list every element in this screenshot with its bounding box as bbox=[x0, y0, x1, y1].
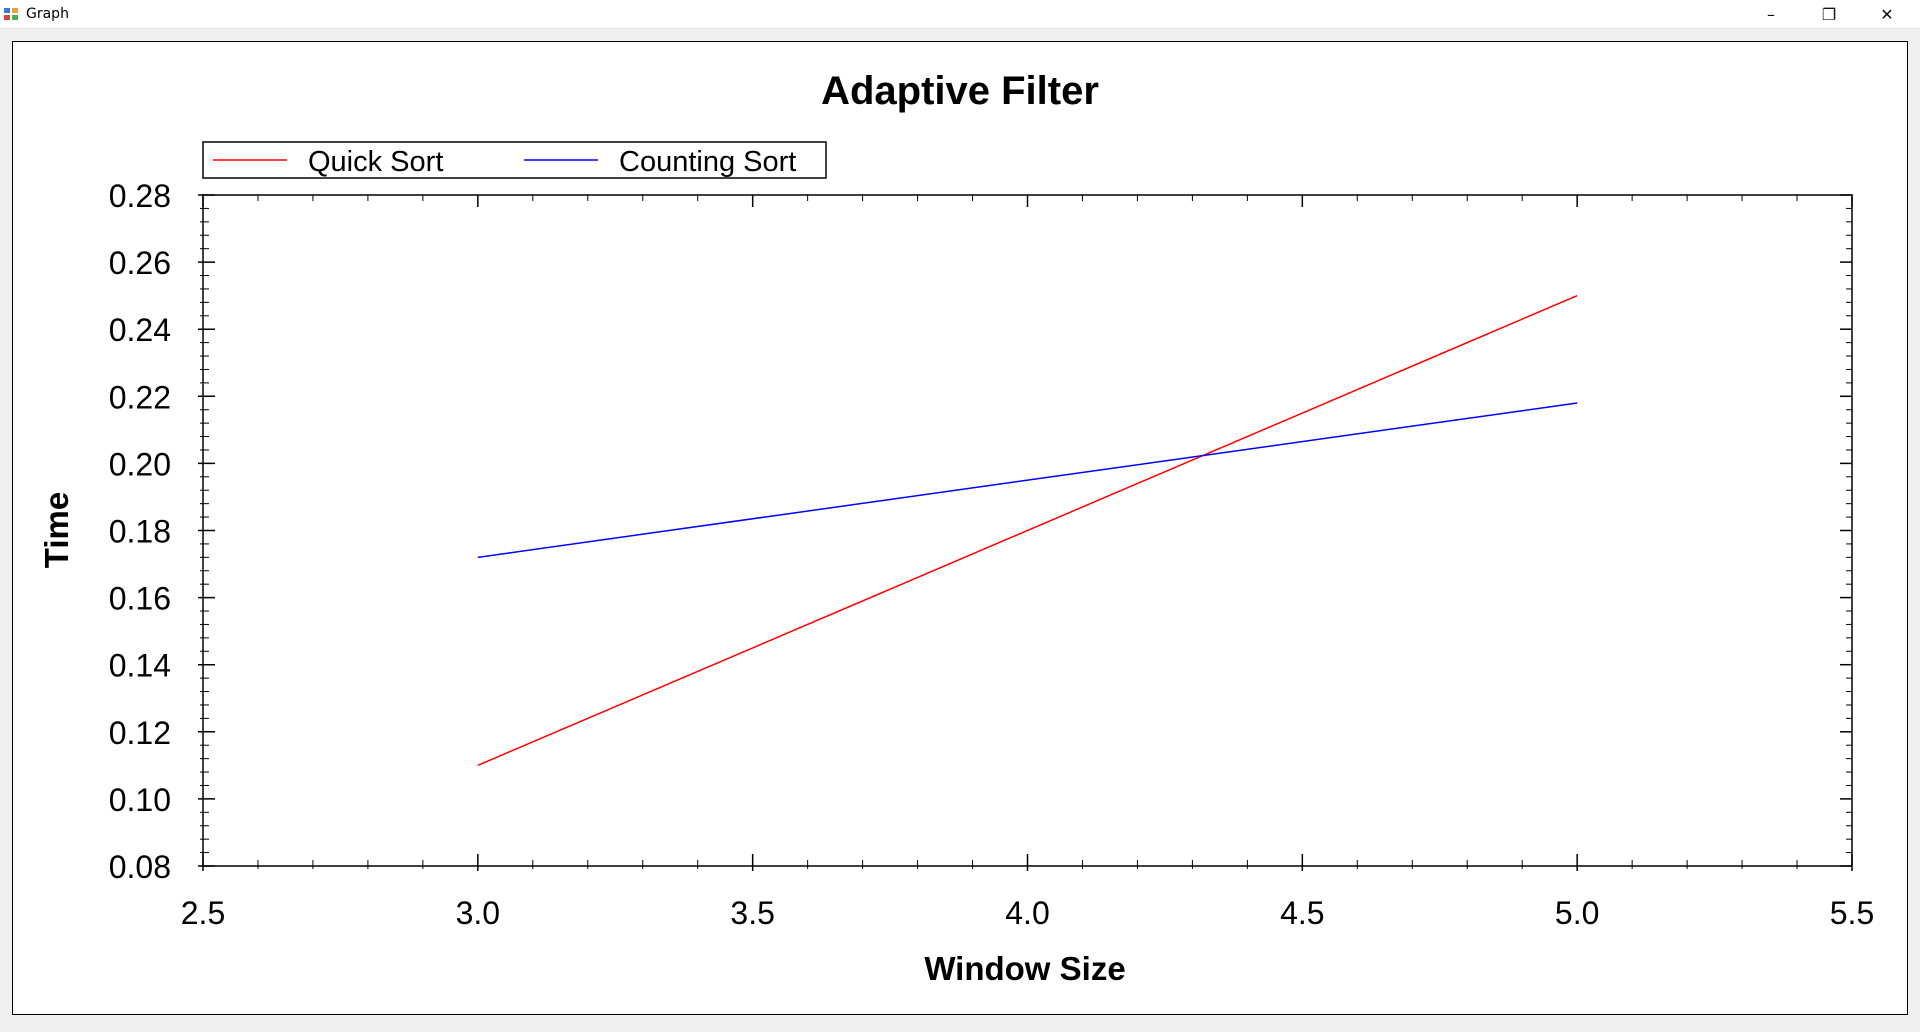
y-tick-label: 0.12 bbox=[109, 715, 171, 751]
x-tick-label: 3.5 bbox=[730, 895, 774, 931]
window-title: Graph bbox=[26, 6, 69, 22]
x-tick-label: 5.5 bbox=[1830, 895, 1874, 931]
app-icon bbox=[4, 8, 18, 20]
y-tick-label: 0.10 bbox=[109, 782, 171, 818]
minimize-button[interactable]: – bbox=[1767, 5, 1775, 24]
x-tick-label: 3.0 bbox=[456, 895, 500, 931]
x-axis-label: Window Size bbox=[924, 950, 1125, 987]
y-tick-label: 0.18 bbox=[109, 514, 171, 550]
y-tick-label: 0.28 bbox=[109, 178, 171, 214]
legend-box bbox=[202, 141, 827, 179]
chart-title: Adaptive Filter bbox=[821, 69, 1099, 113]
x-tick-label: 2.5 bbox=[181, 895, 225, 931]
x-tick-label: 5.0 bbox=[1555, 895, 1599, 931]
restore-button[interactable]: ❐ bbox=[1821, 5, 1837, 24]
title-bar: Graph – ❐ ✕ bbox=[0, 0, 1920, 29]
x-tick-label: 4.0 bbox=[1005, 895, 1049, 931]
y-tick-label: 0.24 bbox=[109, 312, 171, 348]
y-tick-label: 0.14 bbox=[109, 648, 171, 684]
legend-label-counting-sort: Counting Sort bbox=[619, 146, 796, 178]
y-axis-label: Time bbox=[38, 492, 75, 568]
y-tick-label: 0.20 bbox=[109, 446, 171, 482]
close-button[interactable]: ✕ bbox=[1880, 5, 1894, 24]
series-line-counting-sort bbox=[477, 402, 1578, 559]
x-tick-label: 4.5 bbox=[1280, 895, 1324, 931]
legend-label-quick-sort: Quick Sort bbox=[308, 146, 443, 178]
y-tick-label: 0.22 bbox=[109, 379, 171, 415]
y-tick-label: 0.16 bbox=[109, 581, 171, 617]
y-tick-label: 0.08 bbox=[109, 849, 171, 885]
y-tick-label: 0.26 bbox=[109, 245, 171, 281]
series-line-quick-sort bbox=[477, 294, 1578, 767]
